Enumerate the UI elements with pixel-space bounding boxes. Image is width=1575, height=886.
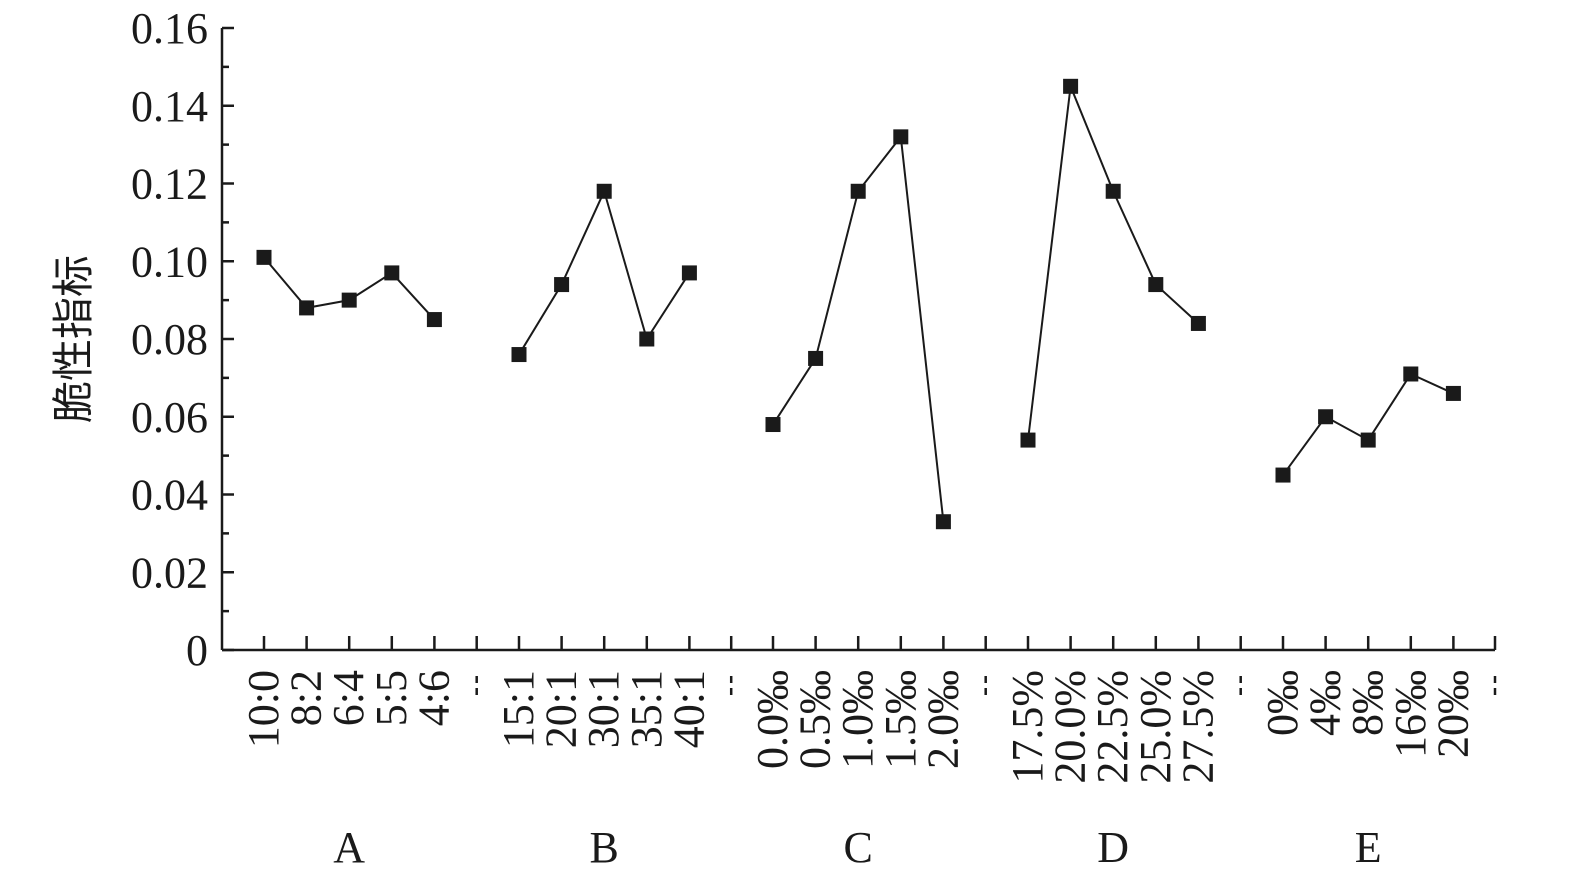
series-line-D (1027, 82, 1200, 441)
x-tick-label: 25.0% (1131, 670, 1180, 784)
x-tick-label: 5:5 (367, 670, 416, 726)
data-point (426, 312, 442, 328)
data-point (1360, 432, 1376, 448)
x-tick-label: 20:1 (537, 670, 586, 748)
data-point (511, 347, 527, 363)
x-tick-label: 4:6 (409, 670, 458, 726)
y-tick-label: 0.14 (131, 82, 208, 131)
group-label: A (333, 823, 365, 872)
y-tick-label: 0.06 (131, 393, 208, 442)
x-tick-label: 0‰ (1258, 670, 1307, 736)
x-tick-label: 20‰ (1428, 670, 1477, 758)
y-tick-label: 0.12 (131, 160, 208, 209)
y-tick-label: 0.04 (131, 471, 208, 520)
x-tick-label: 0.5‰ (791, 670, 840, 769)
series (256, 78, 1461, 530)
group-label: E (1355, 823, 1382, 872)
x-tick-label: 2.0‰ (918, 670, 967, 769)
data-point (256, 249, 272, 265)
x-tick-label: 6:4 (324, 670, 373, 726)
y-tick-label: 0.10 (131, 237, 208, 286)
data-point (1190, 315, 1206, 331)
x-tick-label: 40:1 (664, 670, 713, 748)
series-line-B (518, 188, 691, 356)
data-point (808, 350, 824, 366)
x-tick-label: 27.5% (1173, 670, 1222, 784)
x-tick-label: 0.0‰ (748, 670, 797, 769)
x-tick-label: 4‰ (1301, 670, 1350, 736)
y-tick-label: 0.08 (131, 315, 208, 364)
y-tick-label: 0.02 (131, 548, 208, 597)
x-tick-label: 1.5‰ (876, 670, 925, 769)
x-tick-label: 1.0‰ (833, 670, 882, 769)
data-point (639, 331, 655, 347)
data-point (681, 265, 697, 281)
data-point (1275, 467, 1291, 483)
data-point (596, 183, 612, 199)
series-line-A (263, 256, 436, 321)
data-point (1105, 183, 1121, 199)
x-tick-label: 35:1 (622, 670, 671, 748)
data-point (935, 514, 951, 530)
data-point (1020, 432, 1036, 448)
data-point (1403, 366, 1419, 382)
data-point (384, 265, 400, 281)
data-point (299, 300, 315, 316)
y-axis-ticks: 0 0.02 0.04 0.06 0.08 0.10 0.12 0.14 0.16 (131, 4, 234, 675)
y-axis-label: 脆性指标 (49, 255, 98, 423)
x-tick-label: 30:1 (579, 670, 628, 748)
data-point (1318, 409, 1334, 425)
x-tick-label: 15:1 (494, 670, 543, 748)
data-point (850, 183, 866, 199)
group-label: B (590, 823, 619, 872)
x-tick-label: 20.0% (1046, 670, 1095, 784)
data-point (341, 292, 357, 308)
data-point (1445, 385, 1461, 401)
x-tick-label: 22.5% (1088, 670, 1137, 784)
data-point (765, 417, 781, 433)
data-point (554, 277, 570, 293)
group-label: D (1097, 823, 1129, 872)
x-axis-ticks: 10:08:26:45:54:6 A 15:120:130:135:140:1 B 0.… (239, 636, 1497, 872)
y-tick-label: 0 (186, 626, 208, 675)
x-tick-label: 8:2 (282, 670, 331, 726)
group-label: C (844, 823, 873, 872)
data-point (1063, 78, 1079, 94)
x-tick-label: 16‰ (1386, 670, 1435, 758)
axes (220, 28, 1495, 652)
x-tick-label: 8‰ (1343, 670, 1392, 736)
x-tick-label: 10:0 (239, 670, 288, 748)
data-point (893, 129, 909, 145)
x-tick-label: 17.5% (1003, 670, 1052, 784)
y-tick-label: 0.16 (131, 4, 208, 53)
series-line-E (1282, 372, 1454, 476)
data-point (1148, 277, 1164, 293)
